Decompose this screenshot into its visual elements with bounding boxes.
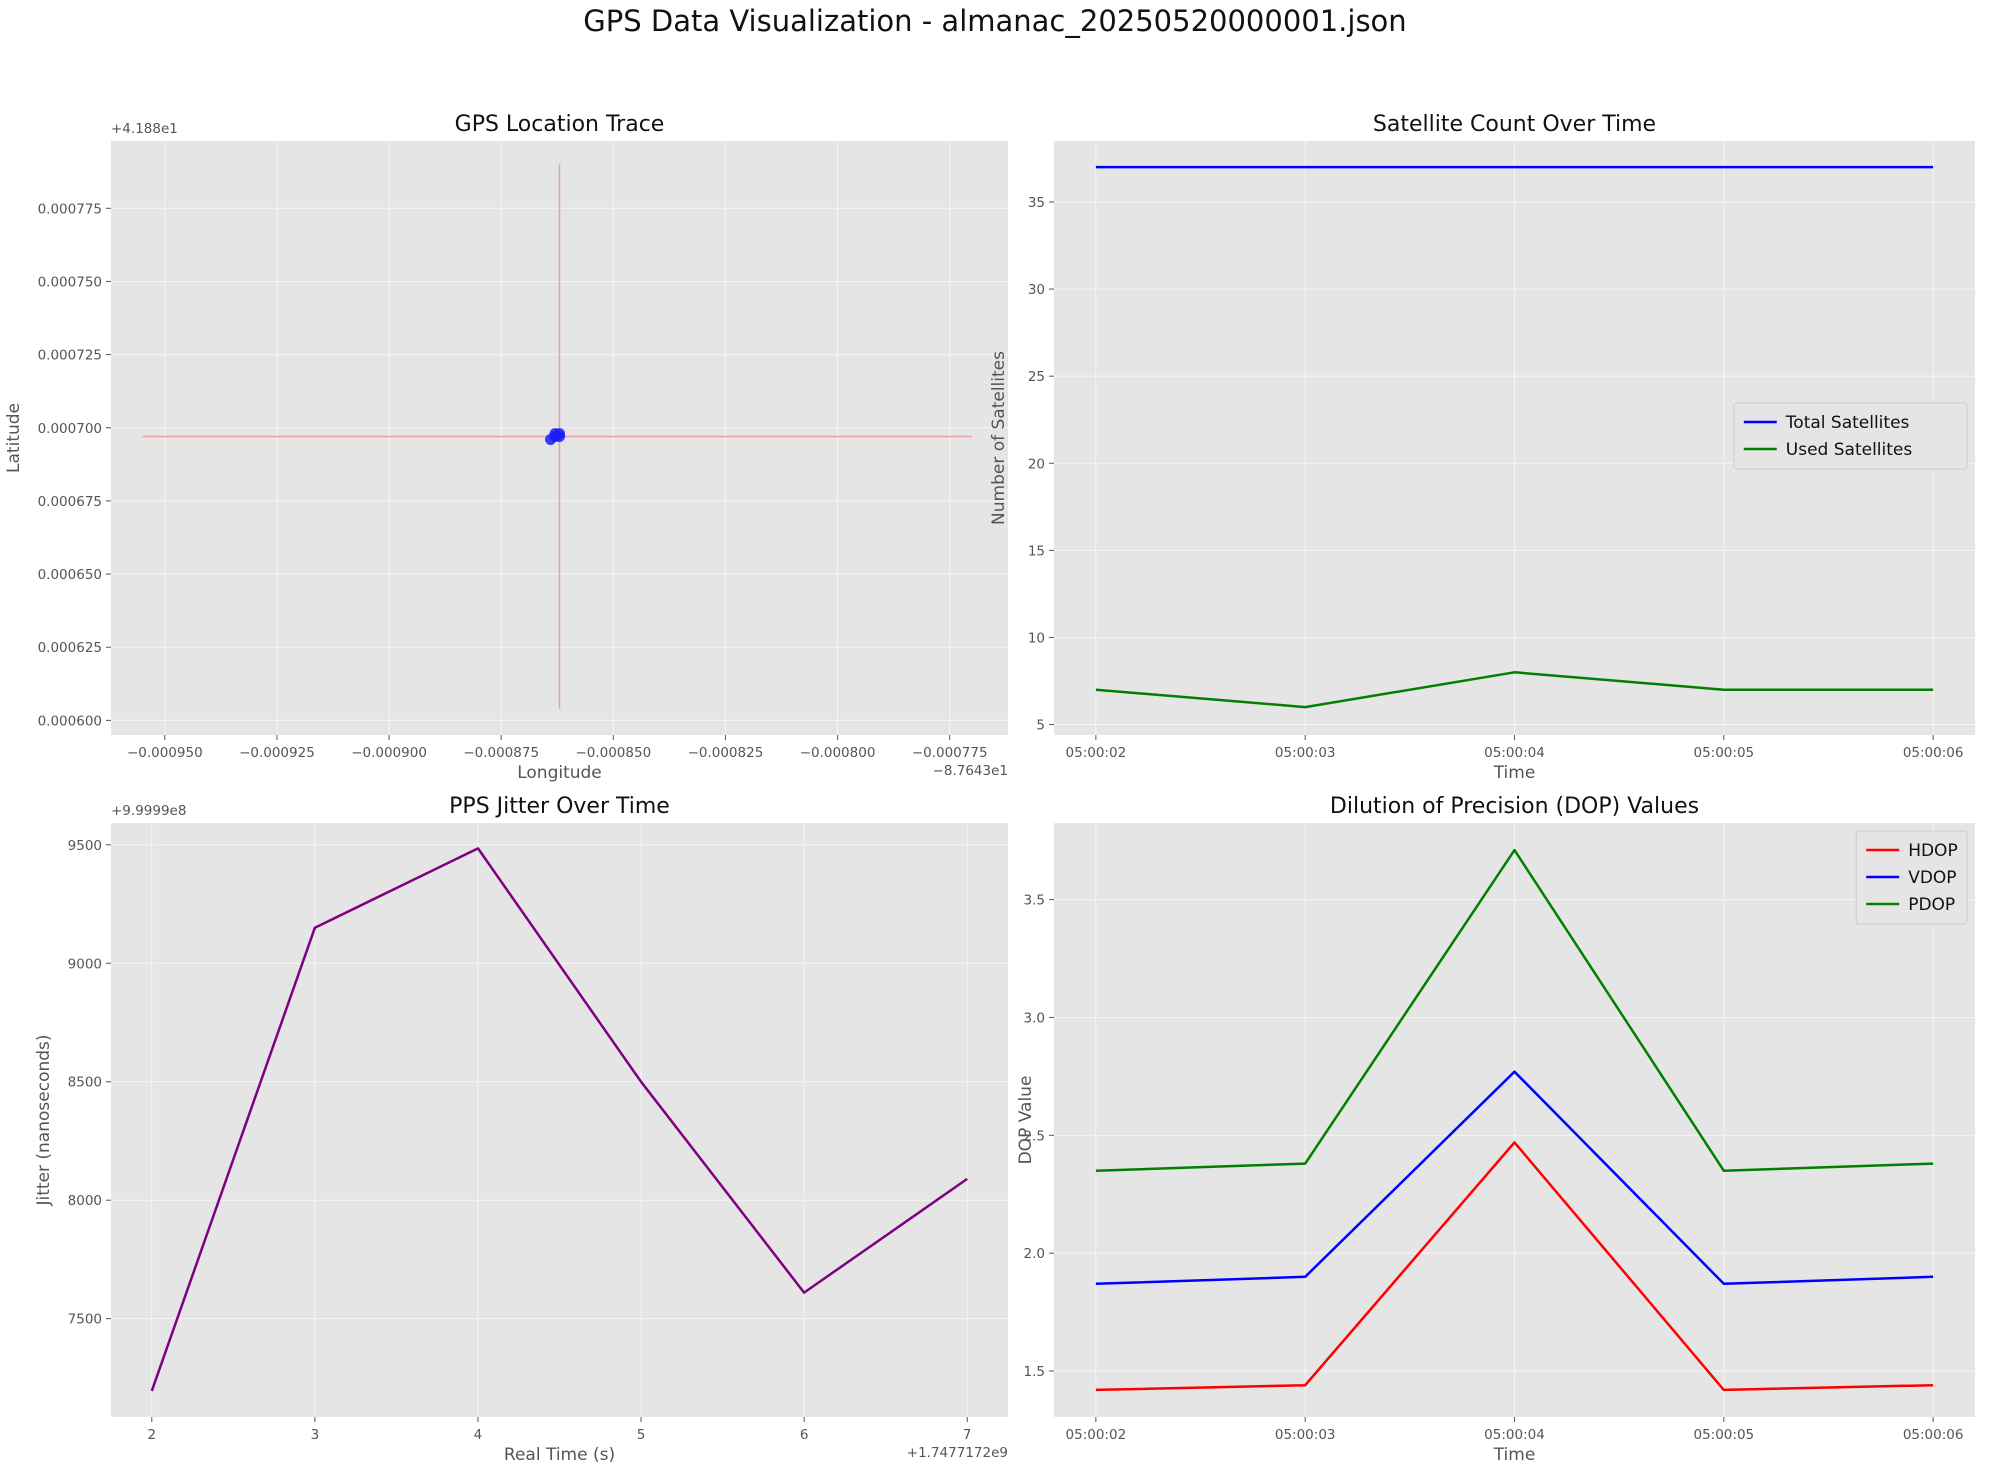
pps-jitter-x-tick-label: 6: [800, 1427, 809, 1443]
pps-jitter-y-tick-label: 9500: [68, 838, 102, 854]
dop-values-legend-label: PDOP: [1908, 895, 1955, 915]
dop-values-y-tick-label: 3.0: [1024, 1010, 1045, 1026]
gps-trace-y-axis-label: Latitude: [4, 403, 24, 473]
satellite-count-y-tick-label: 35: [1028, 195, 1045, 211]
satellite-count-y-tick-label: 15: [1028, 543, 1045, 559]
dop-values-title: Dilution of Precision (DOP) Values: [1330, 794, 1699, 819]
dop-values-x-axis-label: Time: [1493, 1445, 1536, 1465]
figure-title: GPS Data Visualization - almanac_2025052…: [583, 4, 1407, 38]
satellite-count-legend-box: [1733, 402, 1968, 470]
pps-jitter-y-offset-label: +9.9999e8: [111, 803, 186, 819]
gps-trace-x-tick-label: −0.000875: [463, 745, 539, 761]
satellite-count-x-axis-label: Time: [1493, 763, 1536, 783]
satellite-count-series-line: [1095, 671, 1934, 709]
gps-trace-y-tick-label: 0.000675: [38, 494, 102, 510]
dop-values-series-line: [1095, 1141, 1934, 1392]
satellite-count-x-tick-label: 05:00:05: [1693, 745, 1754, 761]
pps-jitter-y-axis-label: Jitter (nanoseconds): [34, 1034, 54, 1206]
gps-trace-y-tick-label: 0.000725: [38, 348, 102, 364]
dop-values-y-tick-label: 3.5: [1024, 893, 1045, 909]
pps-jitter-y-tick-label: 8000: [68, 1193, 102, 1209]
gps-trace-x-tick-label: −0.000950: [127, 745, 203, 761]
pps-jitter-x-tick-label: 3: [311, 1427, 320, 1443]
gps-trace-title: GPS Location Trace: [455, 112, 665, 137]
satellite-count-x-tick-label: 05:00:02: [1066, 745, 1127, 761]
satellite-count-y-tick-label: 20: [1028, 456, 1045, 472]
pps-jitter-title: PPS Jitter Over Time: [449, 794, 670, 819]
satellite-count-y-tick-label: 30: [1028, 282, 1045, 298]
gps-trace-y-tick-label: 0.000650: [38, 567, 102, 583]
dop-values-y-tick-label: 2.5: [1024, 1128, 1045, 1144]
pps-jitter-x-tick-label: 4: [474, 1427, 483, 1443]
dop-values-x-tick-label: 05:00:02: [1066, 1427, 1127, 1443]
gps-trace-y-tick-label: 0.000700: [38, 421, 102, 437]
dop-values-series-line: [1095, 848, 1934, 1172]
gps-trace-point: [549, 428, 561, 440]
pps-jitter-x-axis-label: Real Time (s): [504, 1445, 615, 1465]
gps-trace-x-tick-label: −0.000800: [800, 745, 876, 761]
satellite-count-x-tick-label: 05:00:04: [1484, 745, 1545, 761]
gps-trace-y-tick-label: 0.000775: [38, 201, 102, 217]
dop-values-y-axis-label: DOP Value: [1016, 1076, 1036, 1165]
dop-values-x-tick-label: 05:00:04: [1484, 1427, 1545, 1443]
dop-values-x-tick-label: 05:00:03: [1275, 1427, 1336, 1443]
pps-jitter-series-line: [150, 847, 968, 1392]
gps-trace-y-tick-label: 0.000625: [38, 640, 102, 656]
pps-jitter-x-tick-label: 7: [963, 1427, 972, 1443]
satellite-count-y-tick-label: 25: [1028, 369, 1045, 385]
gps-trace-x-axis-label: Longitude: [517, 763, 602, 783]
gps-trace-x-tick-label: −0.000925: [239, 745, 315, 761]
dop-values-x-tick-label: 05:00:06: [1903, 1427, 1964, 1443]
gps-trace-x-tick-label: −0.000775: [912, 745, 988, 761]
satellite-count-legend-label: Total Satellites: [1785, 413, 1910, 433]
dop-values-y-tick-label: 2.0: [1024, 1246, 1045, 1262]
pps-jitter-y-tick-label: 7500: [68, 1312, 102, 1328]
dop-values-series-line: [1095, 1070, 1934, 1286]
pps-jitter-y-tick-label: 8500: [68, 1075, 102, 1091]
dop-values-legend-label: HDOP: [1908, 841, 1958, 861]
gps-trace-x-tick-label: −0.000825: [688, 745, 764, 761]
dop-values-legend-box: [1855, 830, 1968, 925]
dop-values-x-tick-label: 05:00:05: [1693, 1427, 1754, 1443]
dop-values-legend-label: VDOP: [1908, 868, 1956, 888]
satellite-count-y-axis-label: Number of Satellites: [989, 351, 1009, 525]
gps-trace-y-offset-label: +4.188e1: [111, 121, 178, 137]
gps-trace-x-offset-label: −8.7643e1: [933, 763, 1008, 779]
pps-jitter-plot-area: [111, 823, 1008, 1417]
gps-trace-y-tick-label: 0.000600: [38, 713, 102, 729]
gps-trace-y-tick-label: 0.000750: [38, 274, 102, 290]
satellite-count-title: Satellite Count Over Time: [1373, 112, 1656, 137]
gps-trace-x-tick-label: −0.000900: [351, 745, 427, 761]
satellite-count-legend-label: Used Satellites: [1786, 440, 1913, 460]
satellite-count-x-tick-label: 05:00:06: [1903, 745, 1964, 761]
pps-jitter-y-tick-label: 9000: [68, 956, 102, 972]
satellite-count-x-tick-label: 05:00:03: [1275, 745, 1336, 761]
satellite-count-y-tick-label: 5: [1036, 718, 1045, 734]
gps-trace-x-tick-label: −0.000850: [575, 745, 651, 761]
satellite-count-y-tick-label: 10: [1028, 630, 1045, 646]
pps-jitter-x-tick-label: 2: [147, 1427, 156, 1443]
dop-values-y-tick-label: 1.5: [1024, 1364, 1045, 1380]
pps-jitter-x-tick-label: 5: [637, 1427, 646, 1443]
pps-jitter-x-offset-label: +1.7477172e9: [907, 1445, 1008, 1461]
